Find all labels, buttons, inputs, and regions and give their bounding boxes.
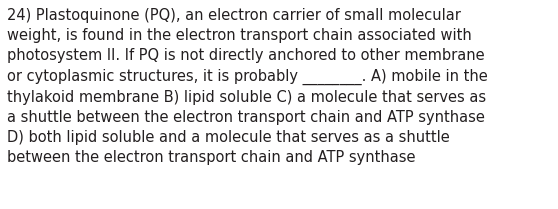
Text: 24) Plastoquinone (PQ), an electron carrier of small molecular
weight, is found : 24) Plastoquinone (PQ), an electron carr… xyxy=(7,8,488,165)
